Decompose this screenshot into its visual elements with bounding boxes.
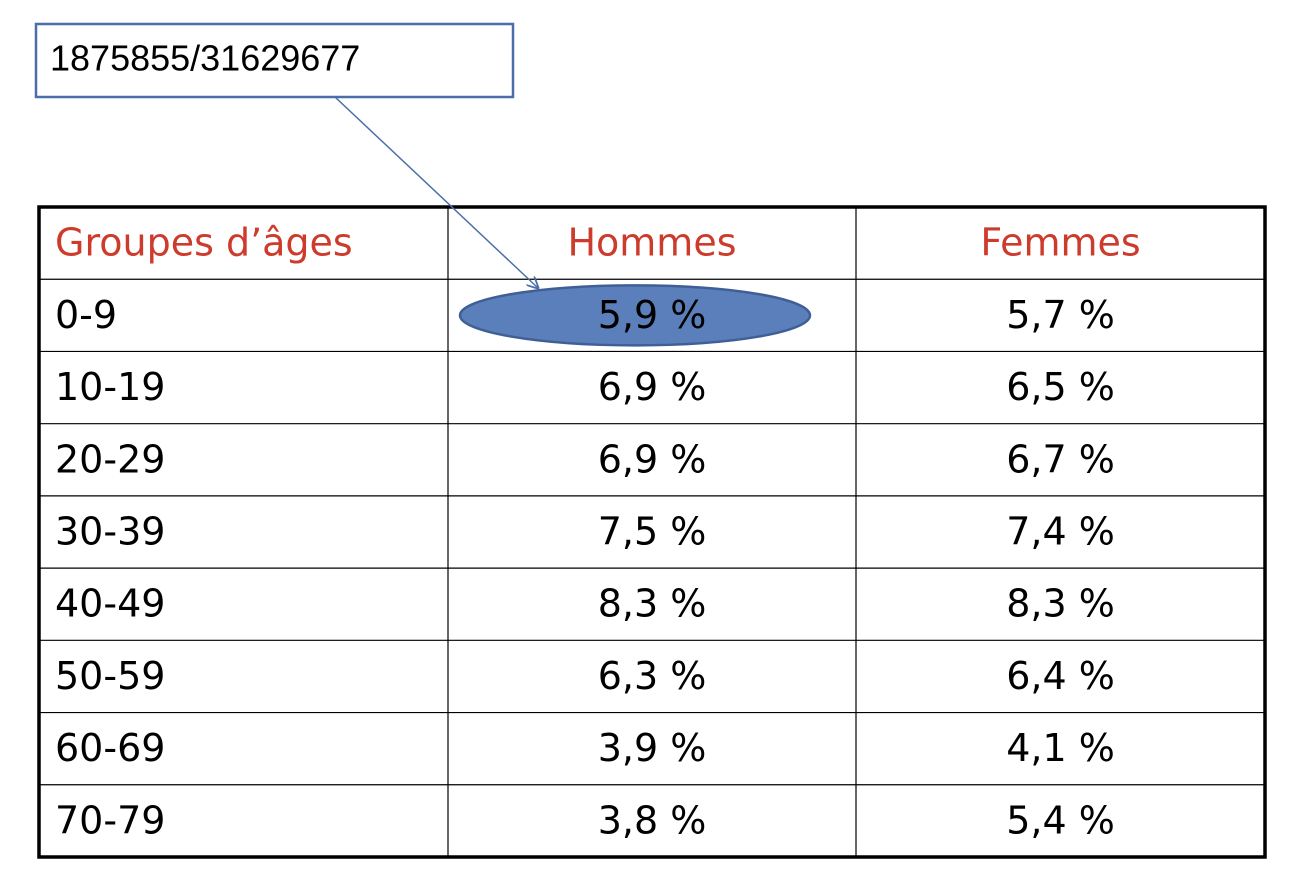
cell: 6,7 % — [1006, 437, 1115, 481]
cell: 5,4 % — [1006, 798, 1115, 842]
cell: 70-79 — [55, 798, 165, 842]
cell: 5,7 % — [1006, 293, 1115, 337]
cell: 7,5 % — [598, 510, 707, 554]
cell: 0-9 — [55, 293, 117, 337]
cell: 6,5 % — [1006, 365, 1115, 409]
cell: 7,4 % — [1006, 510, 1115, 554]
table-border — [37, 205, 1267, 859]
cell: 10-19 — [55, 365, 165, 409]
header-cell: Hommes — [567, 221, 736, 265]
cell: 40-49 — [55, 582, 165, 626]
cell: 6,9 % — [598, 365, 707, 409]
cell: 6,4 % — [1006, 654, 1115, 698]
cell: 60-69 — [55, 726, 165, 770]
cell: 3,9 % — [598, 726, 707, 770]
table: Groupes d’âges Hommes Femmes 0-9 5,9 % 5,7 % 1… — [37, 205, 1267, 859]
callout-arrow — [334, 96, 538, 288]
header-cell: Groupes d’âges — [55, 221, 353, 265]
header-cell: Femmes — [980, 221, 1140, 265]
cell: 30-39 — [55, 510, 165, 554]
cell: 3,8 % — [598, 798, 707, 842]
cell: 8,3 % — [598, 582, 707, 626]
cell: 4,1 % — [1006, 726, 1115, 770]
callout-text: 1875855/31629677 — [50, 38, 360, 79]
cell: 6,3 % — [598, 654, 707, 698]
callout-box — [34, 22, 515, 99]
cell: 20-29 — [55, 437, 165, 481]
cell: 50-59 — [55, 654, 165, 698]
cell: 5,9 % — [598, 293, 707, 337]
cell: 6,9 % — [598, 437, 707, 481]
cell: 8,3 % — [1006, 582, 1115, 626]
highlight-ellipse — [458, 284, 812, 347]
